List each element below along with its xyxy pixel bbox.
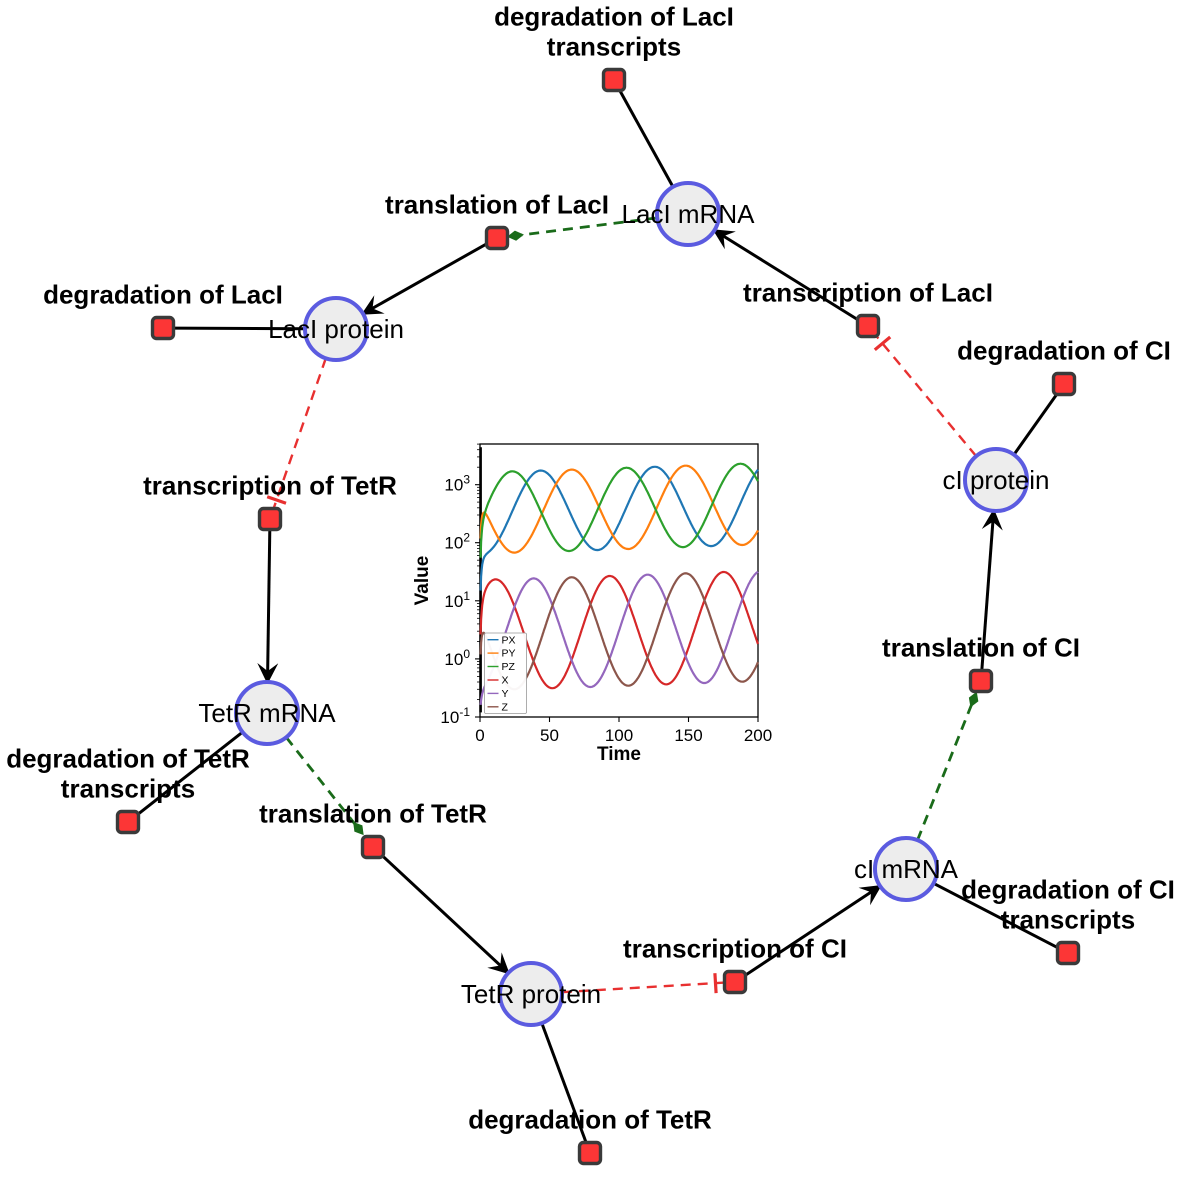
svg-text:PX: PX: [502, 634, 516, 646]
svg-text:transcripts: transcripts: [1001, 905, 1135, 935]
svg-text:transcripts: transcripts: [547, 32, 681, 62]
svg-text:degradation of CI: degradation of CI: [961, 875, 1175, 905]
svg-text:TetR mRNA: TetR mRNA: [198, 698, 336, 728]
svg-text:cI protein: cI protein: [943, 465, 1050, 495]
svg-text:102: 102: [444, 531, 470, 553]
svg-text:transcripts: transcripts: [61, 774, 195, 804]
svg-text:transcription of LacI: transcription of LacI: [743, 278, 993, 308]
svg-text:TetR protein: TetR protein: [461, 979, 601, 1009]
svg-text:200: 200: [744, 726, 772, 745]
svg-text:translation of TetR: translation of TetR: [259, 799, 487, 829]
svg-text:PY: PY: [502, 648, 516, 660]
svg-text:Y: Y: [502, 688, 509, 700]
svg-text:LacI protein: LacI protein: [268, 314, 404, 344]
svg-text:PZ: PZ: [502, 661, 516, 673]
svg-text:Time: Time: [597, 744, 641, 765]
svg-text:Value: Value: [412, 556, 433, 606]
svg-text:degradation of TetR: degradation of TetR: [468, 1105, 712, 1135]
svg-text:translation of LacI: translation of LacI: [385, 190, 609, 220]
svg-text:103: 103: [444, 473, 470, 495]
svg-text:degradation of LacI: degradation of LacI: [494, 2, 734, 32]
svg-text:degradation of LacI: degradation of LacI: [43, 280, 283, 310]
svg-text:transcription of TetR: transcription of TetR: [143, 471, 397, 501]
svg-text:Z: Z: [502, 701, 509, 713]
svg-text:10-1: 10-1: [440, 705, 470, 727]
svg-text:transcription of CI: transcription of CI: [623, 934, 847, 964]
svg-text:degradation of CI: degradation of CI: [957, 336, 1171, 366]
svg-text:cI mRNA: cI mRNA: [854, 854, 959, 884]
svg-text:X: X: [502, 675, 509, 687]
svg-text:100: 100: [444, 647, 470, 669]
svg-text:degradation of TetR: degradation of TetR: [6, 744, 250, 774]
svg-text:100: 100: [605, 726, 633, 745]
svg-text:150: 150: [674, 726, 702, 745]
svg-text:50: 50: [540, 726, 559, 745]
svg-text:101: 101: [444, 589, 470, 611]
svg-text:0: 0: [475, 726, 484, 745]
svg-text:LacI mRNA: LacI mRNA: [622, 199, 756, 229]
svg-text:translation of CI: translation of CI: [882, 633, 1080, 663]
